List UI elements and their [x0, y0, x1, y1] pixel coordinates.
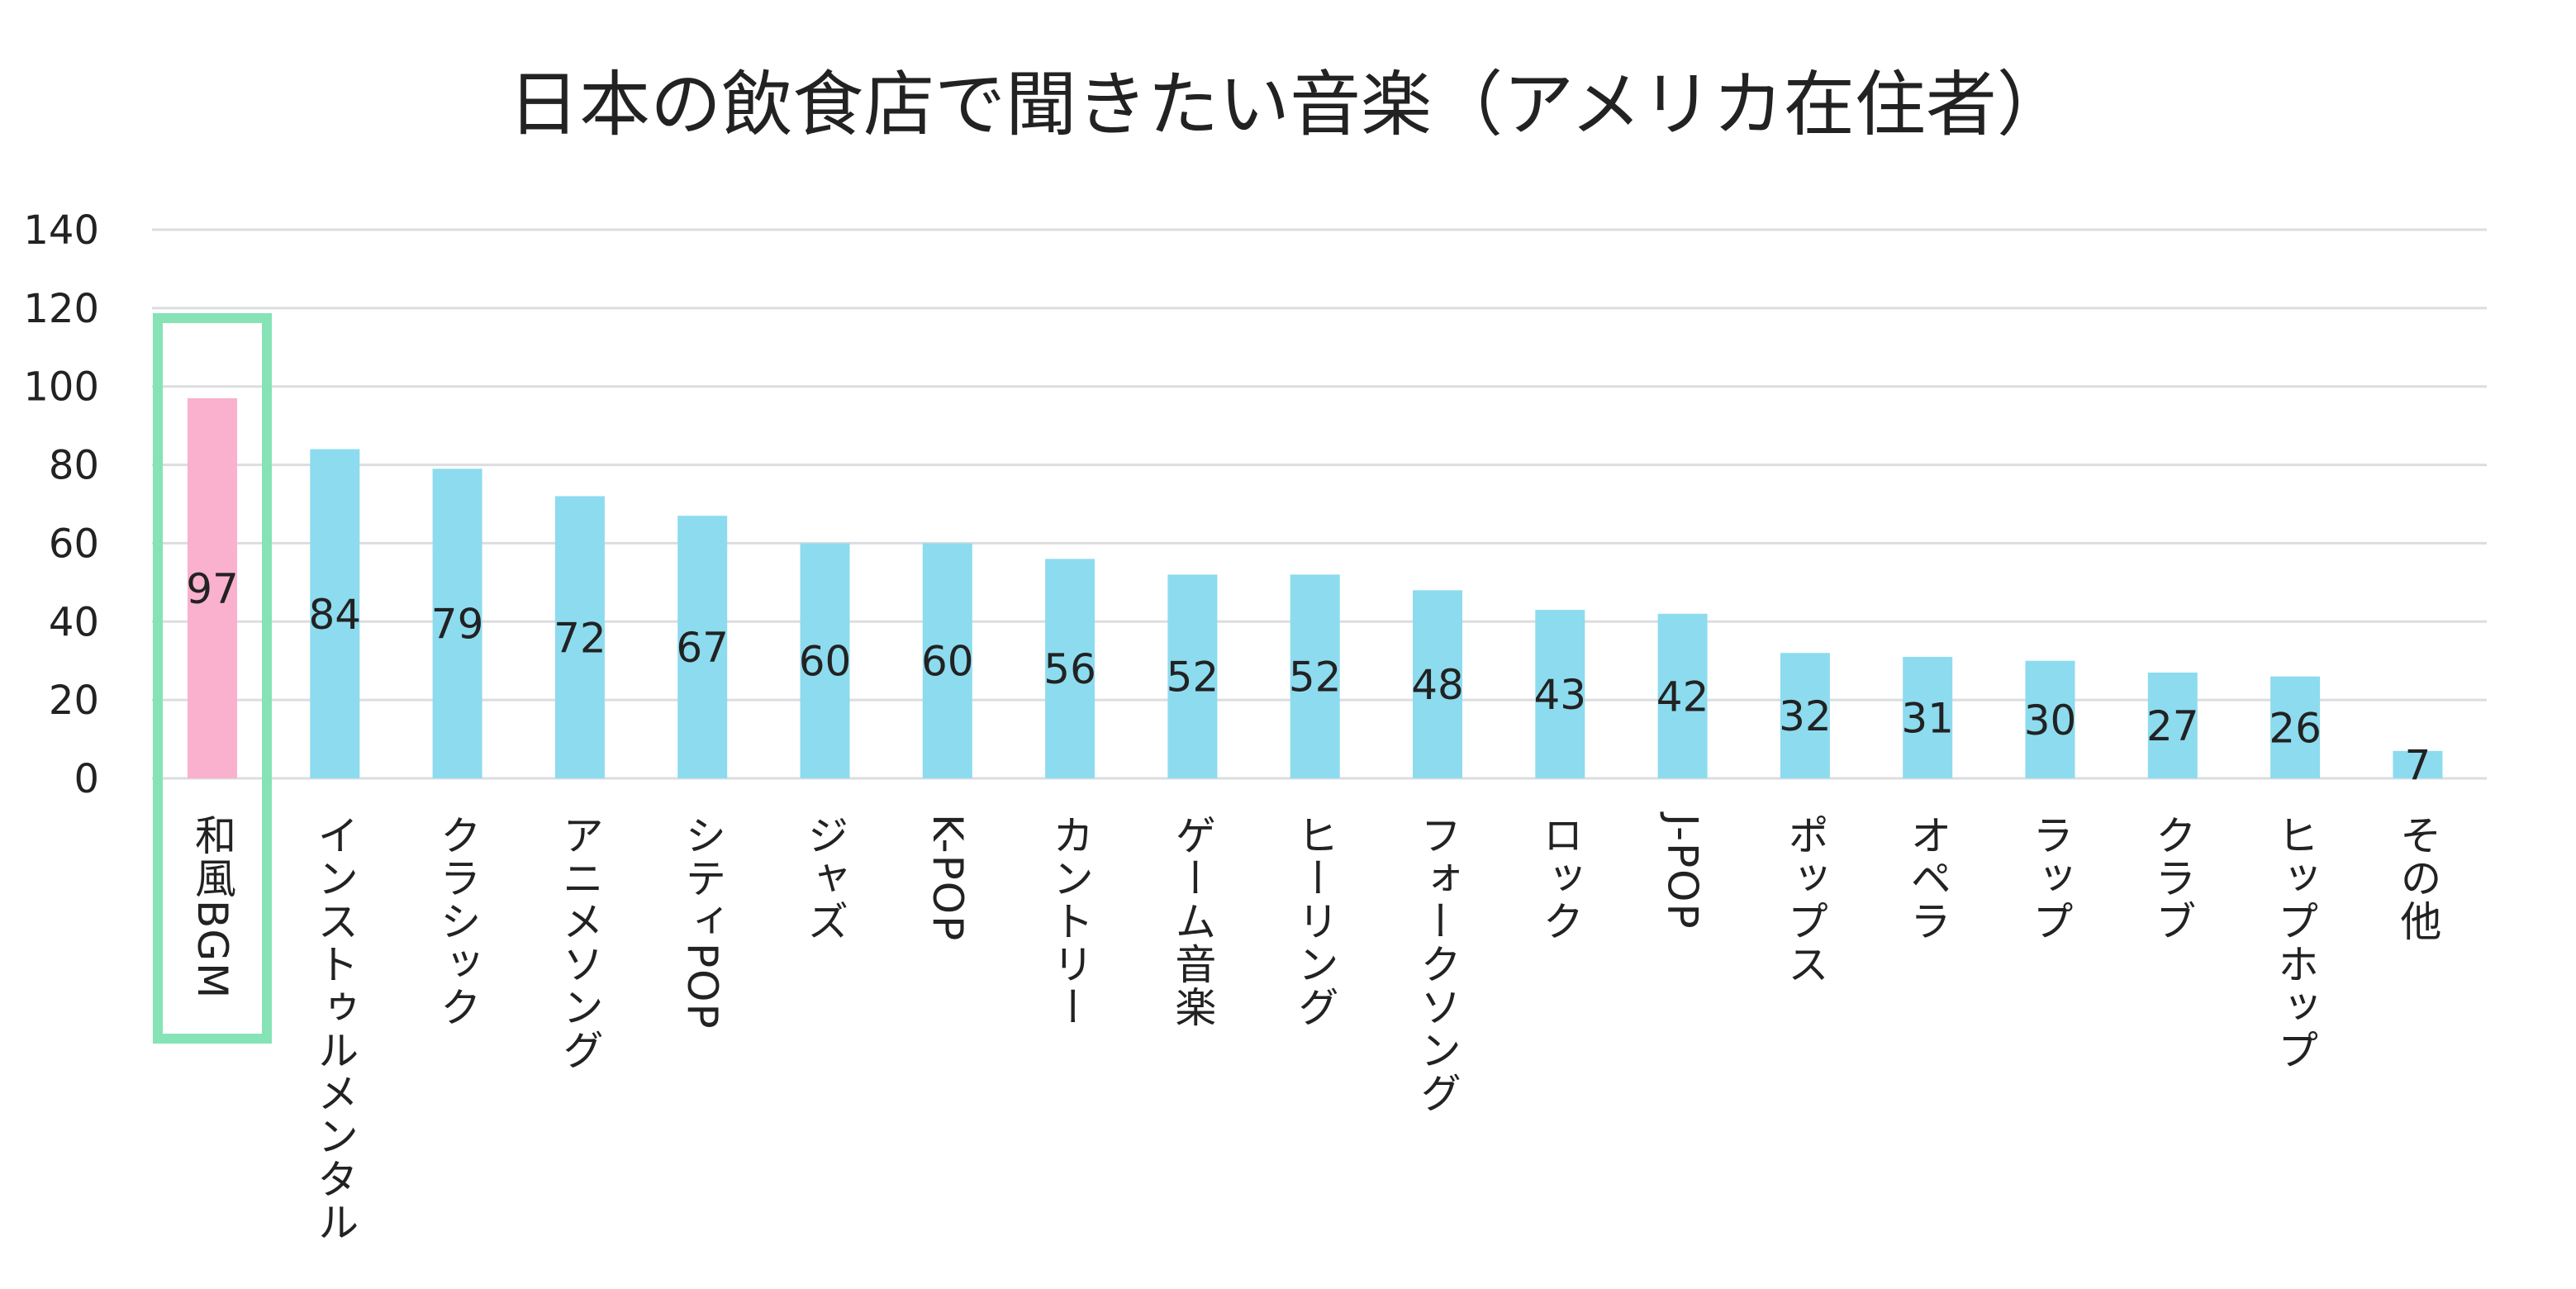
chart-title: 日本の飲食店で聞きたい音楽（アメリカ在住者）	[508, 64, 2068, 146]
x-tick-label: その他	[2393, 814, 2442, 943]
x-tick-label: ラップ	[2026, 814, 2075, 943]
x-tick-label: ゲーム音楽	[1168, 814, 1217, 1029]
bar	[677, 516, 728, 778]
highlight-box	[153, 313, 272, 1044]
x-tick-label: クラブ	[2148, 814, 2197, 943]
x-tick-label: J-POP	[1658, 814, 1707, 930]
bar	[432, 469, 482, 778]
x-tick-label: 和風BGM	[188, 814, 236, 1001]
x-tick-label: カントリー	[1046, 814, 1095, 1029]
x-tick-label: インストゥルメンタル	[311, 814, 359, 1244]
data-label: 26	[2269, 704, 2322, 752]
bar	[1657, 613, 1708, 778]
bar	[2025, 660, 2075, 778]
y-tick-label: 60	[49, 521, 99, 567]
data-label: 43	[1533, 671, 1586, 719]
y-tick-label: 80	[49, 443, 99, 489]
data-label: 72	[554, 614, 606, 662]
x-tick-label: ヒップホップ	[2271, 814, 2320, 1072]
data-label: 67	[676, 624, 729, 672]
data-label: 42	[1656, 673, 1709, 721]
data-label: 7	[2404, 741, 2431, 789]
bar	[554, 496, 605, 778]
y-tick-label: 100	[23, 364, 99, 411]
x-tick-label: ヒーリング	[1290, 814, 1339, 1029]
bar	[800, 543, 850, 778]
x-tick-label: クラシック	[433, 814, 482, 1029]
y-tick-label: 0	[74, 756, 99, 802]
x-tick-label: ジャズ	[801, 814, 849, 943]
data-label: 60	[921, 638, 974, 686]
data-label: 30	[2024, 697, 2077, 744]
x-tick-label: K-POP	[923, 814, 972, 943]
data-label: 52	[1289, 654, 1342, 702]
bar	[1780, 653, 1830, 778]
bar	[1903, 656, 1953, 778]
data-label: 79	[431, 601, 484, 649]
bar	[922, 543, 972, 778]
bar	[1413, 590, 1462, 778]
data-label: 84	[308, 591, 361, 639]
data-label: 97	[186, 565, 239, 613]
data-label: 48	[1411, 661, 1464, 709]
data-label: 56	[1043, 645, 1096, 693]
x-tick-label: ポップス	[1780, 814, 1829, 986]
y-tick-label: 20	[49, 678, 99, 724]
data-label: 32	[1779, 692, 1832, 740]
x-tick-label: アニメソング	[555, 814, 604, 1072]
bar	[188, 397, 237, 778]
y-tick-label: 140	[23, 207, 99, 254]
bar	[1535, 610, 1585, 778]
data-label: 52	[1167, 654, 1219, 702]
bar	[2270, 676, 2321, 778]
y-tick-label: 40	[49, 599, 99, 645]
x-tick-label: ロック	[1536, 814, 1585, 943]
x-tick-label: フォークソング	[1414, 814, 1461, 1115]
bar	[1167, 574, 1218, 778]
x-tick-label: オペラ	[1903, 814, 1952, 943]
y-tick-label: 120	[23, 286, 99, 332]
bar	[1290, 574, 1340, 778]
bar	[2147, 672, 2198, 778]
data-label: 31	[1901, 694, 1954, 742]
x-tick-label: シティPOP	[678, 814, 727, 1030]
data-label: 27	[2146, 702, 2199, 750]
bar	[310, 449, 360, 778]
data-label: 60	[799, 638, 852, 686]
bar	[1045, 559, 1096, 778]
bar	[2393, 750, 2443, 778]
